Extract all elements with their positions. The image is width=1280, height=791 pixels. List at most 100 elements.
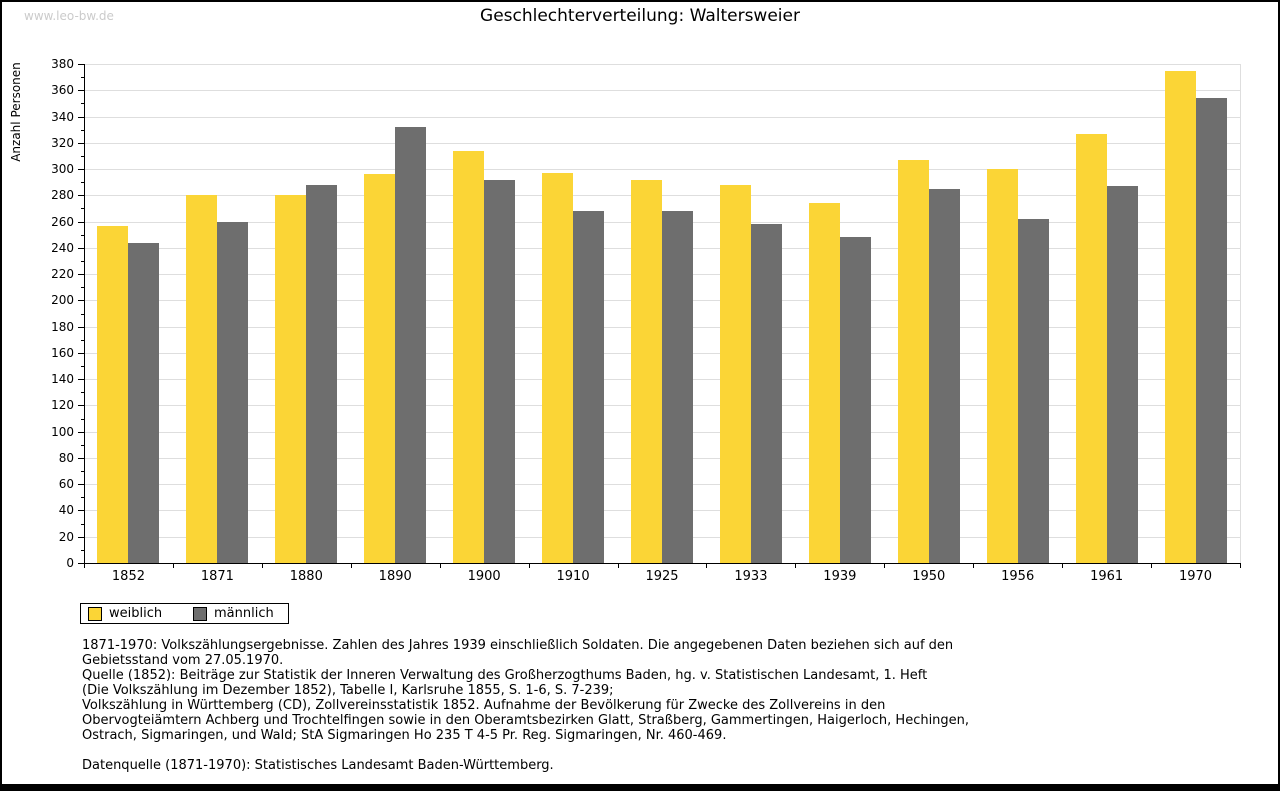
x-boundary-tick-7	[706, 563, 708, 568]
bar-weiblich-1939	[808, 203, 840, 563]
x-tick-label-1880: 1880	[289, 569, 323, 584]
y-tick-380	[78, 64, 84, 65]
y-tick-label-140: 140	[51, 372, 74, 387]
y-tick-200	[78, 300, 84, 302]
footnote-line-4: (Die Volkszählung im Dezember 1852), Tab…	[82, 683, 614, 698]
y-tick-30	[81, 523, 84, 525]
y-tick-330	[81, 129, 84, 131]
bar-maennlich-1890	[395, 127, 427, 563]
y-tick-label-360: 360	[51, 83, 74, 98]
y-tick-label-260: 260	[51, 214, 74, 229]
footnote-line-9: Datenquelle (1871-1970): Statistisches L…	[82, 758, 554, 773]
y-tick-20	[78, 536, 84, 538]
x-boundary-tick-11	[1062, 563, 1064, 568]
bar-maennlich-1852	[128, 242, 160, 563]
bar-weiblich-1961	[1075, 133, 1107, 563]
x-boundary-tick-13	[1240, 563, 1241, 568]
y-tick-340	[78, 116, 84, 118]
x-tick-label-1961: 1961	[1090, 569, 1124, 584]
x-boundary-tick-10	[973, 563, 975, 568]
bar-weiblich-1871	[186, 195, 218, 563]
x-tick-label-1970: 1970	[1178, 569, 1213, 584]
y-tick-60	[78, 484, 84, 486]
x-tick-label-1900: 1900	[467, 569, 501, 584]
y-tick-220	[78, 274, 84, 276]
y-tick-90	[81, 444, 84, 446]
bar-maennlich-1871	[217, 221, 249, 563]
x-boundary-tick-8	[795, 563, 797, 568]
bar-weiblich-1933	[719, 184, 751, 563]
y-tick-label-120: 120	[51, 398, 74, 413]
footnote-line-6: Obervogteiämtern Achberg und Trochtelfin…	[82, 713, 970, 728]
bar-maennlich-1900	[484, 179, 516, 563]
plot-right-border	[1240, 64, 1241, 563]
y-tick-50	[81, 497, 84, 499]
bar-weiblich-1956	[986, 169, 1018, 563]
y-tick-250	[81, 234, 84, 236]
y-tick-label-220: 220	[51, 267, 74, 282]
y-tick-260	[78, 221, 84, 223]
y-tick-280	[78, 195, 84, 197]
x-tick-label-1890: 1890	[378, 569, 412, 584]
y-tick-270	[81, 208, 84, 210]
y-tick-label-100: 100	[51, 424, 74, 439]
gridline-360	[84, 90, 1240, 92]
footnote-line-8	[82, 743, 1212, 758]
footnote-line-5: Volkszählung in Württemberg (CD), Zollve…	[82, 698, 886, 713]
y-axis-line	[84, 64, 85, 564]
x-tick-label-1871: 1871	[200, 569, 234, 584]
x-tick-label-1950: 1950	[912, 569, 946, 584]
y-tick-190	[81, 313, 84, 315]
x-tick-label-1910: 1910	[556, 569, 590, 584]
legend-swatch-maennlich	[193, 607, 207, 621]
y-tick-label-380: 380	[51, 57, 74, 71]
y-tick-170	[81, 339, 84, 341]
bar-weiblich-1910	[542, 172, 574, 563]
x-boundary-tick-5	[528, 563, 530, 568]
bar-maennlich-1925	[662, 211, 693, 563]
y-tick-310	[81, 155, 84, 157]
y-tick-0	[78, 563, 84, 564]
y-tick-150	[81, 366, 84, 368]
y-tick-210	[81, 287, 84, 289]
y-tick-label-160: 160	[51, 345, 74, 360]
chart-title: Geschlechterverteilung: Waltersweier	[480, 6, 800, 26]
y-tick-100	[78, 431, 84, 433]
gridline-280	[84, 195, 1240, 197]
footnote-line-1: 1871-1970: Volkszählungsergebnisse. Zahl…	[82, 638, 954, 653]
gridline-300	[84, 169, 1240, 171]
y-tick-130	[81, 392, 84, 394]
x-boundary-tick-0	[84, 563, 85, 568]
y-tick-label-40: 40	[58, 503, 74, 518]
bar-maennlich-1939	[839, 237, 871, 563]
y-tick-110	[81, 418, 84, 420]
bar-maennlich-1910	[573, 211, 605, 563]
bar-weiblich-1890	[364, 174, 396, 563]
y-tick-320	[78, 142, 84, 144]
y-tick-70	[81, 471, 84, 473]
y-tick-370	[81, 77, 84, 79]
y-tick-180	[78, 326, 84, 328]
y-tick-360	[78, 90, 84, 92]
y-tick-label-60: 60	[58, 477, 74, 492]
y-tick-label-280: 280	[51, 188, 74, 203]
x-boundary-tick-9	[884, 563, 886, 568]
x-tick-label-1939: 1939	[823, 569, 857, 584]
y-tick-240	[78, 247, 84, 249]
y-tick-290	[81, 182, 84, 184]
y-tick-300	[78, 169, 84, 171]
x-boundary-tick-6	[617, 563, 619, 568]
x-tick-label-1956: 1956	[1001, 569, 1035, 584]
y-tick-230	[81, 260, 84, 262]
y-tick-label-340: 340	[51, 109, 74, 124]
x-tick-label-1933: 1933	[734, 569, 768, 584]
y-tick-label-0: 0	[66, 556, 74, 570]
x-boundary-tick-1	[172, 563, 174, 568]
y-tick-140	[78, 379, 84, 381]
bar-maennlich-1880	[306, 184, 338, 563]
y-tick-label-320: 320	[51, 135, 74, 150]
bar-weiblich-1900	[453, 150, 485, 563]
y-tick-label-20: 20	[58, 529, 74, 544]
bottom-border-band	[2, 784, 1278, 789]
